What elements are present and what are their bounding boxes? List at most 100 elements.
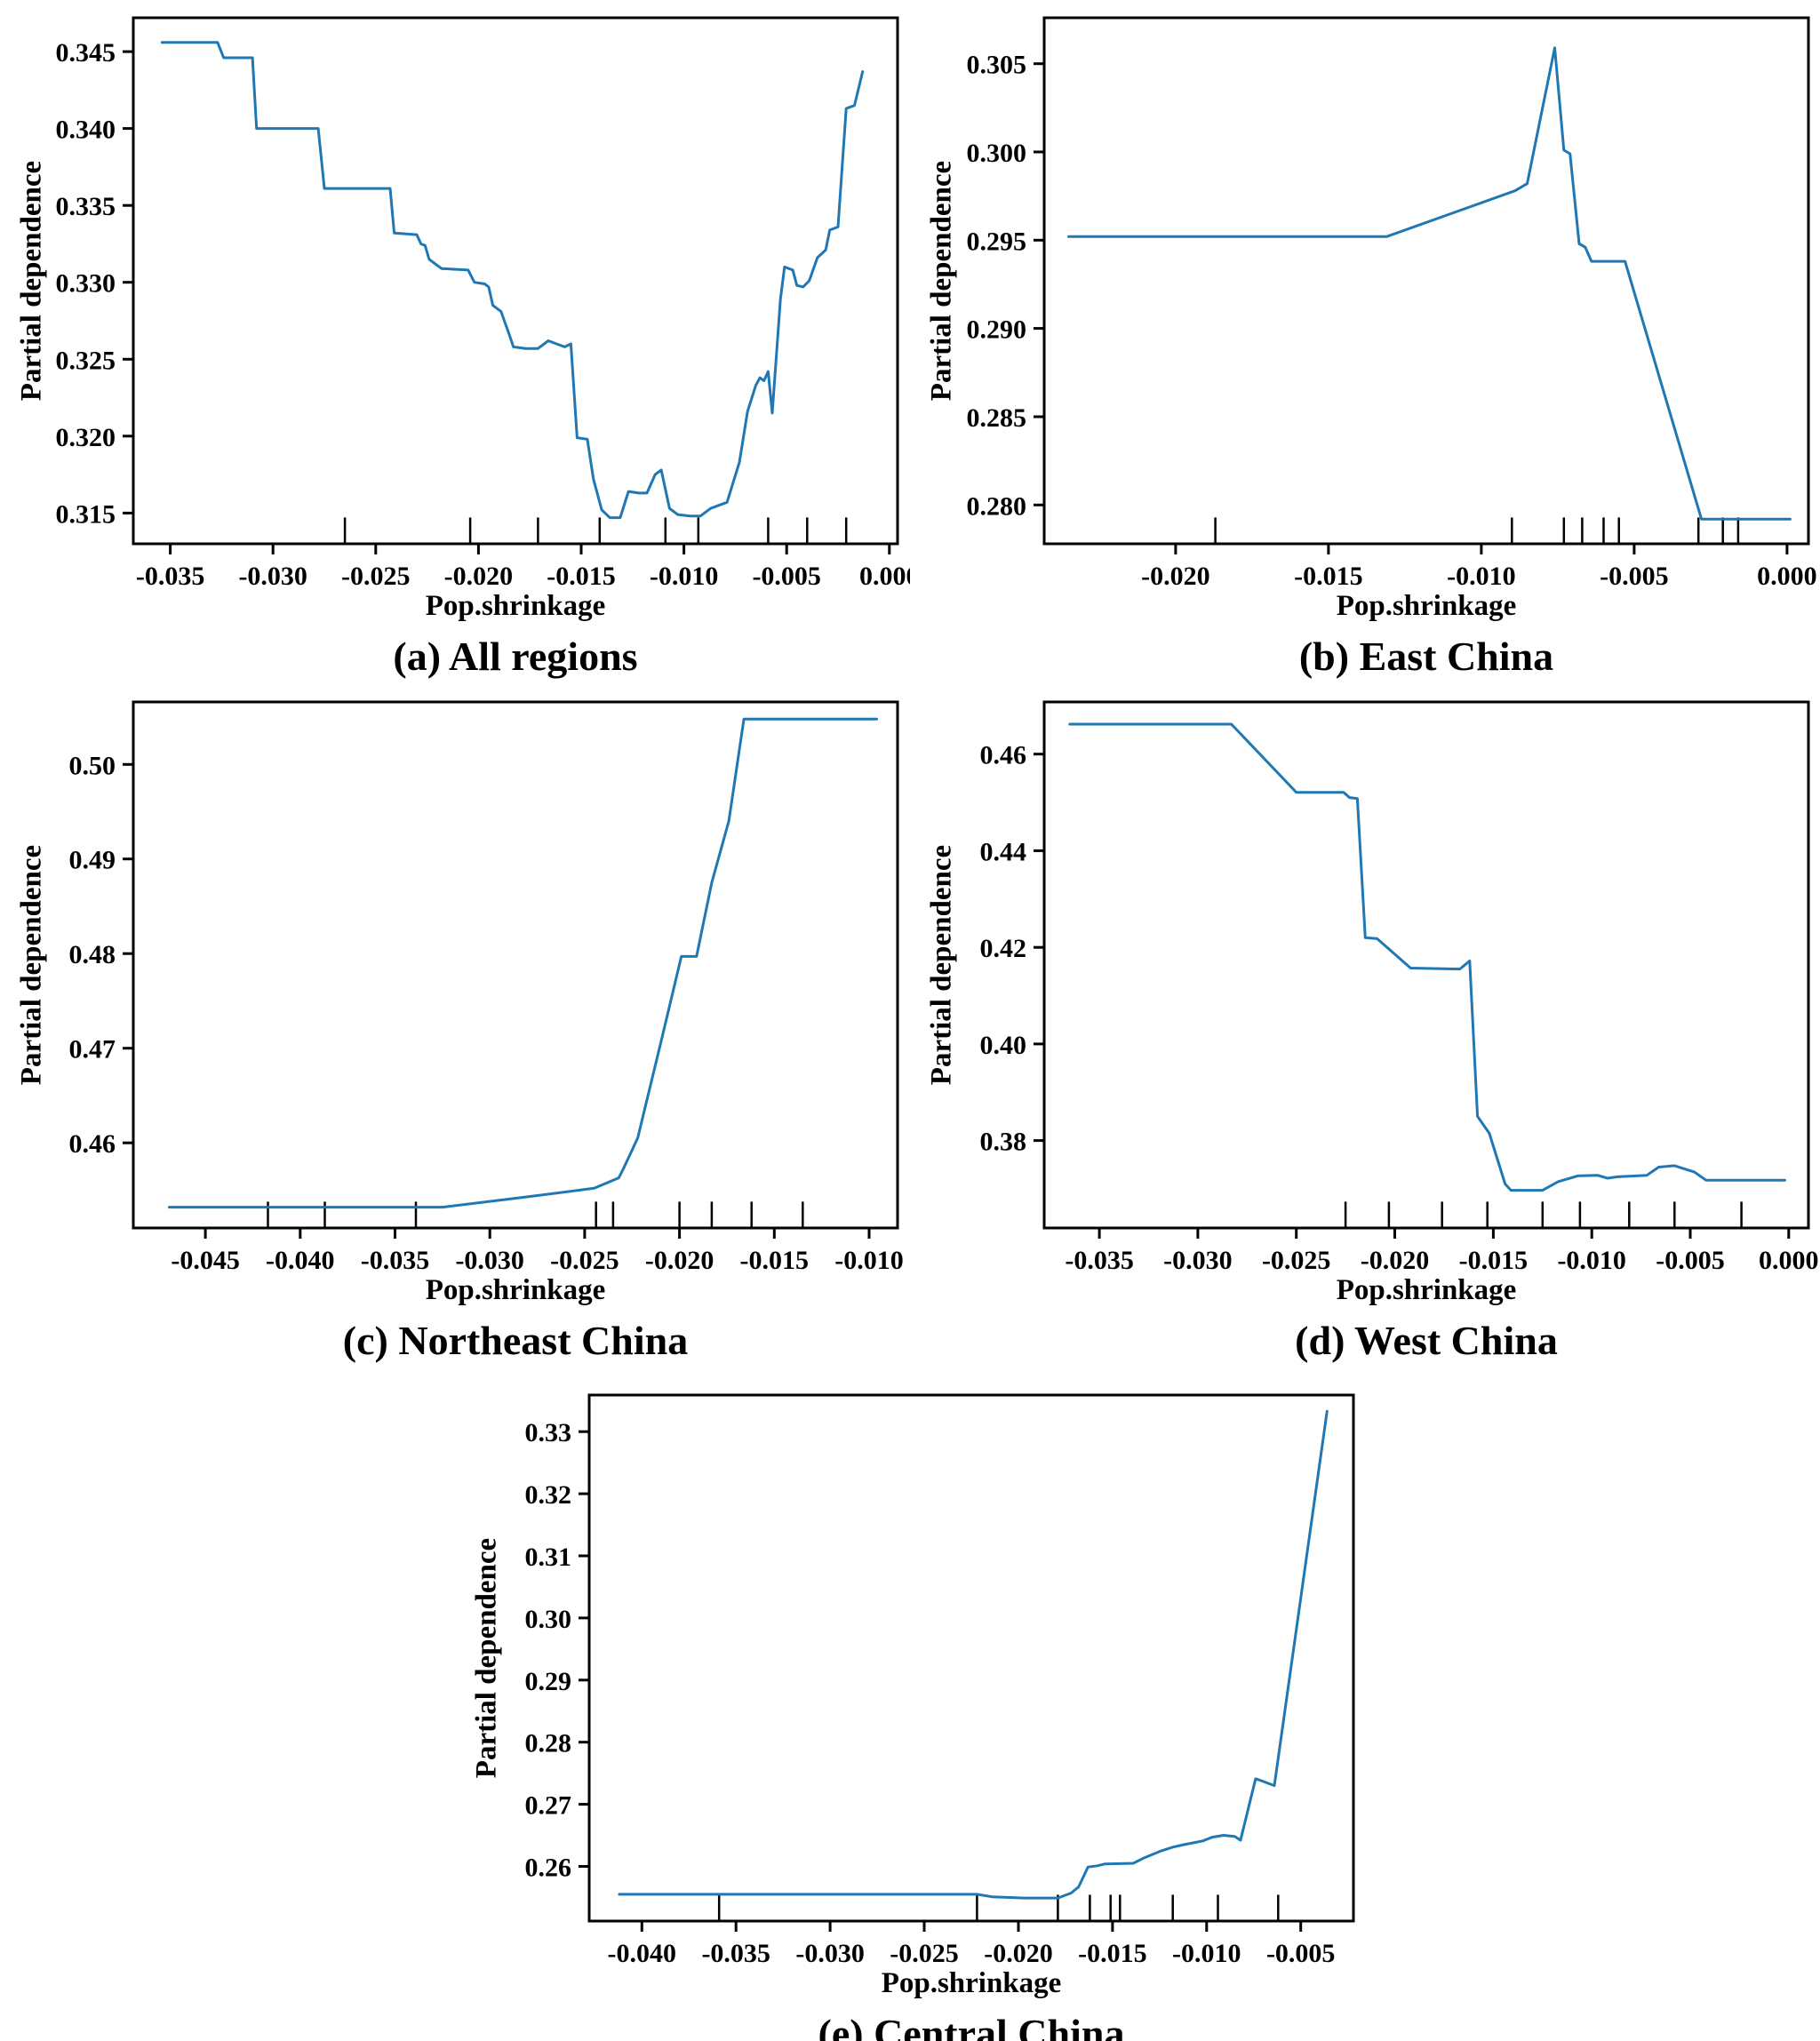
subplot-caption: (b) East China — [1298, 634, 1554, 679]
plot-canvas-c: -0.045 -0.040 -0.035 -0.030 -0.025 -0.020 -0.0… — [69, 700, 904, 1275]
x-tick-label: -0.020 — [1361, 1246, 1430, 1275]
x-tick-label: -0.010 — [1557, 1246, 1626, 1275]
x-tick-label: -0.005 — [1266, 1939, 1336, 1968]
y-tick-label: 0.47 — [69, 1035, 116, 1064]
y-tick-label: 0.27 — [525, 1791, 572, 1821]
x-tick-label: -0.040 — [266, 1246, 335, 1275]
x-tick-label: 0.000 — [1757, 562, 1817, 591]
y-tick-label: 0.48 — [69, 940, 116, 969]
x-tick-label: -0.045 — [171, 1246, 240, 1275]
plot-frame — [132, 700, 899, 1230]
plot-frame — [1042, 16, 1810, 546]
y-axis-title: Partial dependence — [925, 844, 958, 1086]
plot-frame — [1042, 700, 1810, 1230]
y-tick-label: 0.335 — [56, 192, 116, 221]
x-tick-label: -0.015 — [1294, 562, 1363, 591]
y-tick-label: 0.29 — [525, 1667, 572, 1696]
x-axis-title: Pop.shrinkage — [425, 1274, 606, 1306]
y-tick-label: 0.290 — [967, 315, 1027, 345]
y-axis-title: Partial dependence — [925, 160, 958, 402]
subplot-caption: (c) Northeast China — [342, 1318, 689, 1363]
subplot-b-east-china: -0.020 -0.015 -0.010 -0.005 0.000 0.305 0.300 0… — [910, 0, 1820, 684]
x-tick-label: -0.010 — [834, 1246, 904, 1275]
x-tick-label: -0.005 — [752, 562, 821, 591]
y-axis-title: Partial dependence — [15, 844, 48, 1086]
y-tick-label: 0.46 — [980, 741, 1027, 770]
pd-line-series — [168, 717, 878, 1209]
subplot-caption: (e) Central China — [818, 2011, 1125, 2041]
y-tick-label: 0.46 — [69, 1129, 116, 1159]
plot-frame — [132, 16, 899, 546]
x-tick-label: -0.020 — [645, 1246, 714, 1275]
x-tick-label: -0.005 — [1656, 1246, 1725, 1275]
x-tick-label: -0.035 — [701, 1939, 770, 1968]
y-axis-title: Partial dependence — [15, 160, 48, 402]
x-tick-label: -0.030 — [795, 1939, 865, 1968]
y-axis-title: Partial dependence — [470, 1537, 503, 1779]
x-tick-label: -0.015 — [740, 1246, 810, 1275]
y-tick-label: 0.295 — [967, 227, 1027, 256]
subplot-e-central-china: -0.040 -0.035 -0.030 -0.025 -0.020 -0.015 -0.0… — [455, 1373, 1365, 2041]
x-tick-label: -0.030 — [455, 1246, 524, 1275]
x-tick-label: -0.025 — [550, 1246, 619, 1275]
y-tick-label: 0.305 — [967, 51, 1027, 80]
y-tick-label: 0.26 — [525, 1854, 572, 1883]
y-tick-label: 0.330 — [56, 269, 116, 299]
y-tick-label: 0.30 — [525, 1605, 572, 1634]
y-tick-label: 0.38 — [980, 1128, 1027, 1157]
y-tick-label: 0.40 — [980, 1031, 1027, 1060]
pd-line-series — [160, 41, 865, 520]
subplot-caption: (d) West China — [1295, 1318, 1558, 1363]
y-tick-label: 0.325 — [56, 346, 116, 375]
plot-canvas-d: -0.035 -0.030 -0.025 -0.020 -0.015 -0.010 -0.0… — [980, 700, 1819, 1275]
y-tick-label: 0.280 — [967, 491, 1027, 521]
x-tick-label: -0.020 — [1141, 562, 1210, 591]
x-tick-label: -0.015 — [547, 562, 616, 591]
x-tick-label: -0.005 — [1600, 562, 1669, 591]
y-tick-label: 0.28 — [525, 1729, 572, 1758]
y-tick-label: 0.42 — [980, 934, 1027, 963]
x-tick-label: -0.010 — [1447, 562, 1516, 591]
x-tick-label: 0.000 — [1759, 1246, 1819, 1275]
x-tick-label: -0.020 — [984, 1939, 1053, 1968]
x-tick-label: -0.035 — [1065, 1246, 1134, 1275]
x-tick-label: -0.035 — [136, 562, 205, 591]
subplot-a-all-regions: -0.035 -0.030 -0.025 -0.020 -0.015 -0.010 -0.0… — [0, 0, 910, 684]
x-tick-label: -0.025 — [1262, 1246, 1331, 1275]
pd-line-series — [1067, 46, 1792, 521]
x-tick-label: -0.010 — [650, 562, 719, 591]
plot-frame — [587, 1393, 1355, 1923]
x-axis-title: Pop.shrinkage — [1336, 1274, 1517, 1306]
subplot-d-west-china: -0.035 -0.030 -0.025 -0.020 -0.015 -0.010 -0.0… — [910, 684, 1820, 1368]
subplot-caption: (a) All regions — [393, 634, 638, 679]
y-tick-label: 0.31 — [525, 1543, 572, 1572]
x-tick-label: 0.000 — [859, 562, 910, 591]
x-tick-label: -0.020 — [444, 562, 514, 591]
x-tick-label: -0.040 — [608, 1939, 677, 1968]
x-axis-title: Pop.shrinkage — [1336, 590, 1517, 622]
x-tick-label: -0.015 — [1078, 1939, 1147, 1968]
y-tick-label: 0.340 — [56, 116, 116, 145]
x-tick-label: -0.015 — [1459, 1246, 1529, 1275]
pd-line-series — [618, 1409, 1329, 1900]
x-axis-title: Pop.shrinkage — [881, 1967, 1062, 1999]
x-tick-label: -0.025 — [341, 562, 411, 591]
plot-canvas-b: -0.020 -0.015 -0.010 -0.005 0.000 0.305 0.300 0… — [967, 16, 1817, 591]
y-tick-label: 0.32 — [525, 1480, 572, 1510]
y-tick-label: 0.50 — [69, 751, 116, 780]
x-tick-label: -0.030 — [238, 562, 307, 591]
x-tick-label: -0.035 — [361, 1246, 430, 1275]
y-tick-label: 0.44 — [980, 837, 1027, 866]
y-tick-label: 0.345 — [56, 38, 116, 68]
y-tick-label: 0.300 — [967, 139, 1027, 168]
y-tick-label: 0.33 — [525, 1418, 572, 1447]
y-tick-label: 0.315 — [56, 499, 116, 529]
plot-canvas-e: -0.040 -0.035 -0.030 -0.025 -0.020 -0.015 -0.0… — [525, 1393, 1355, 1968]
subplot-c-northeast-china: -0.045 -0.040 -0.035 -0.030 -0.025 -0.020 -0.0… — [0, 684, 910, 1368]
x-axis-title: Pop.shrinkage — [425, 590, 606, 622]
x-tick-label: -0.010 — [1172, 1939, 1241, 1968]
y-tick-label: 0.49 — [69, 846, 116, 875]
x-tick-label: -0.030 — [1163, 1246, 1233, 1275]
plot-canvas-a: -0.035 -0.030 -0.025 -0.020 -0.015 -0.010 -0.0… — [56, 16, 910, 591]
